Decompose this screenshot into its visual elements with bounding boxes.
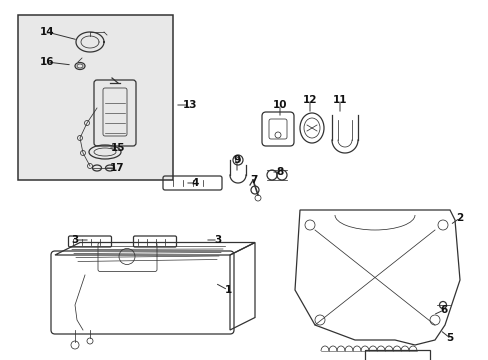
Text: 7: 7 — [250, 175, 257, 185]
Text: 3: 3 — [214, 235, 221, 245]
Text: 17: 17 — [109, 163, 124, 173]
Text: 14: 14 — [40, 27, 54, 37]
Bar — [18, 15, 173, 180]
Text: 8: 8 — [276, 167, 283, 177]
Text: 6: 6 — [440, 305, 447, 315]
Text: 4: 4 — [191, 178, 198, 188]
Text: 9: 9 — [233, 155, 240, 165]
Text: 10: 10 — [272, 100, 286, 110]
Text: 15: 15 — [110, 143, 125, 153]
Text: 11: 11 — [332, 95, 346, 105]
Text: 3: 3 — [71, 235, 79, 245]
Text: 5: 5 — [446, 333, 453, 343]
Text: 16: 16 — [40, 57, 54, 67]
Text: 2: 2 — [455, 213, 463, 223]
Text: 12: 12 — [302, 95, 317, 105]
Text: 1: 1 — [224, 285, 231, 295]
Text: 13: 13 — [183, 100, 197, 110]
